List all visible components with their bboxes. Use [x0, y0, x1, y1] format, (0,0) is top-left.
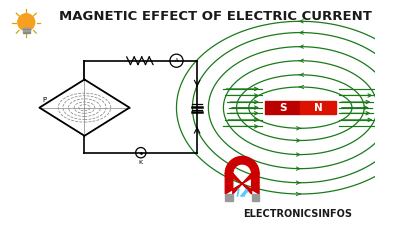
Circle shape	[18, 14, 35, 31]
Text: K: K	[139, 160, 143, 164]
FancyBboxPatch shape	[22, 28, 30, 33]
FancyBboxPatch shape	[225, 194, 233, 200]
Text: N: N	[314, 103, 322, 113]
Text: MAGNETIC EFFECT OF ELECTRIC CURRENT: MAGNETIC EFFECT OF ELECTRIC CURRENT	[60, 10, 372, 23]
Text: ELECTRONICSINFOS: ELECTRONICSINFOS	[243, 209, 352, 219]
Polygon shape	[225, 157, 259, 194]
Text: A: A	[174, 58, 178, 63]
FancyBboxPatch shape	[300, 101, 336, 114]
FancyBboxPatch shape	[265, 101, 300, 114]
FancyBboxPatch shape	[252, 194, 259, 200]
Text: P: P	[42, 97, 46, 103]
Text: S: S	[279, 103, 286, 113]
